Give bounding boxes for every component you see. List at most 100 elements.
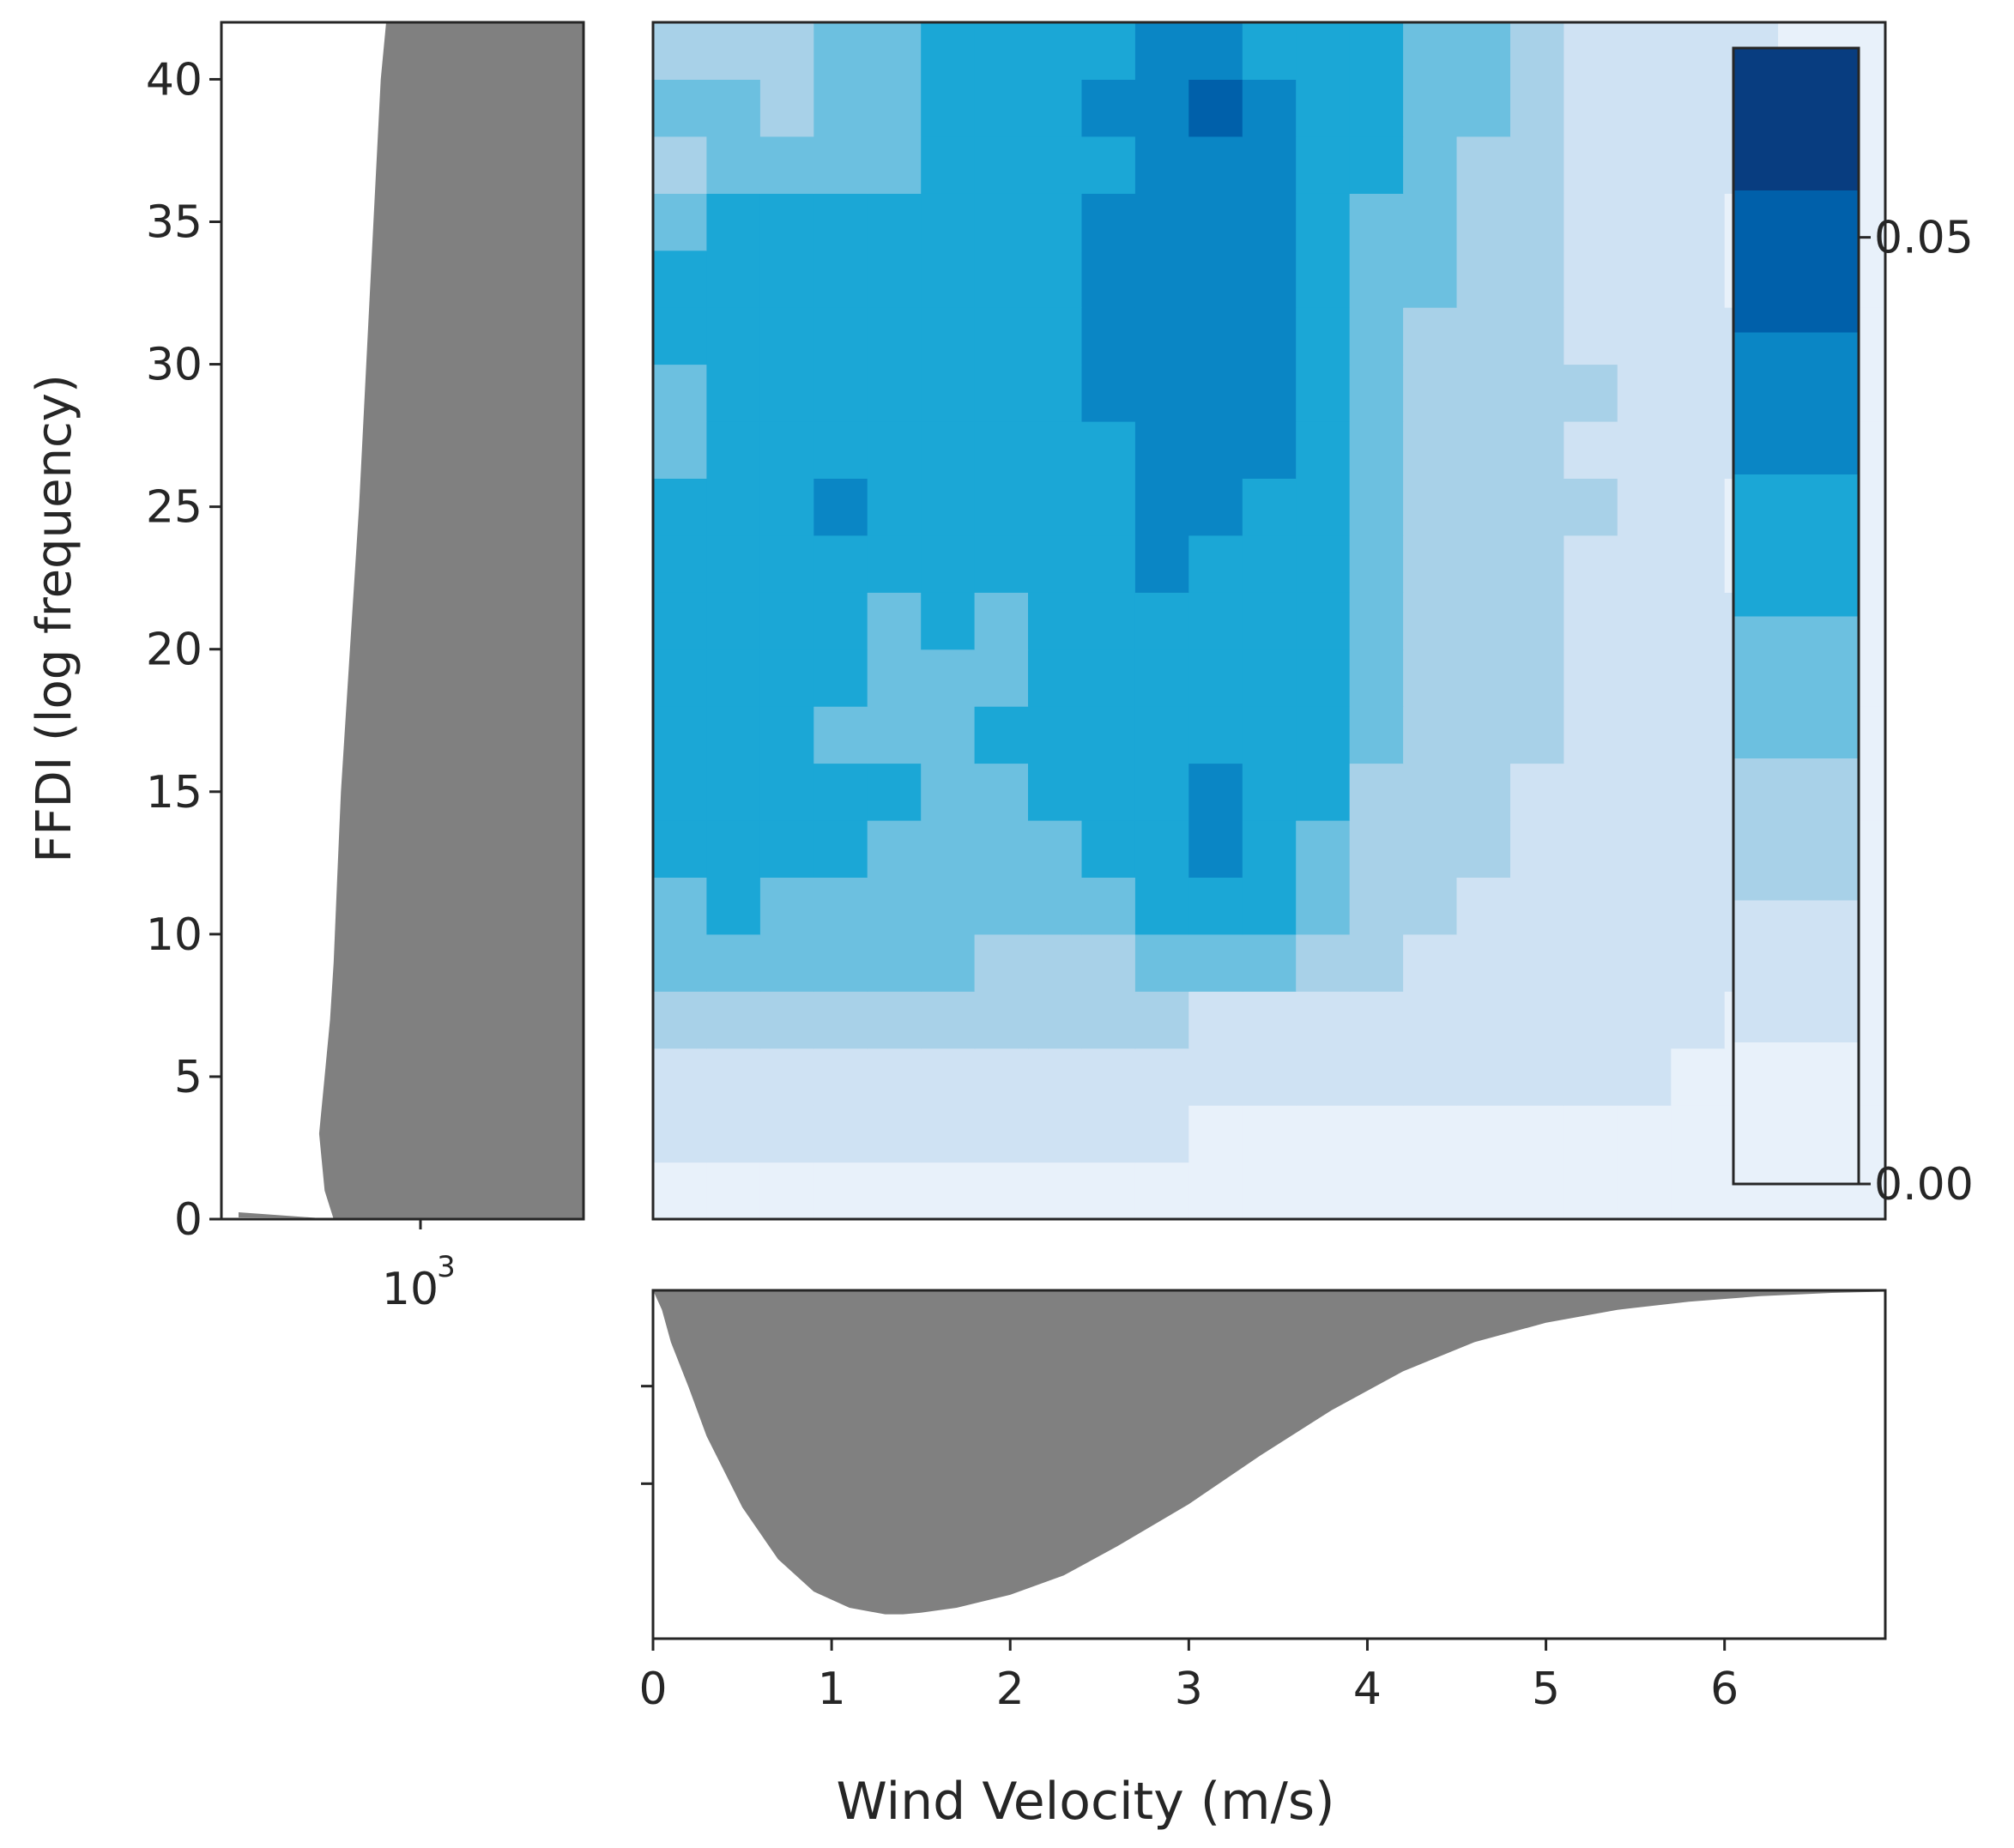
heatmap-cell [1349,307,1404,365]
heatmap-cell [867,592,922,650]
heatmap-cell [1617,534,1672,593]
heatmap-cell [1671,478,1726,536]
heatmap-cell [1081,193,1136,251]
heatmap-cell [1028,1048,1082,1106]
heatmap-cell [1028,79,1082,137]
heatmap-cell [1134,1048,1189,1106]
heatmap-cell [921,933,976,992]
heatmap-cell [1296,991,1351,1049]
heatmap-cell [759,421,814,479]
heatmap-cell [1349,649,1404,707]
heatmap-cell [1403,1162,1458,1220]
colorbar-swatch [1733,48,1859,190]
heatmap-cell [1134,478,1189,536]
heatmap-cell [1296,592,1351,650]
heatmap-cell [867,1105,922,1163]
heatmap-cell [1296,307,1351,365]
heatmap-cell [1134,250,1189,308]
heatmap-cell [1296,1048,1351,1106]
heatmap-cell [867,22,922,80]
heatmap-cell [921,649,976,707]
heatmap-cell [706,592,761,650]
heatmap-cell [813,592,868,650]
bottom-x-tick-label: 2 [996,1664,1025,1715]
heatmap-cell [974,706,1029,764]
heatmap-cell [1510,933,1564,992]
heatmap-cell [1081,364,1136,422]
heatmap-cell [1296,763,1351,821]
heatmap-cell [1403,991,1458,1049]
heatmap-cell [813,877,868,935]
heatmap-cell [813,79,868,137]
heatmap-cell [1510,1162,1564,1220]
heatmap-cell [1242,478,1297,536]
heatmap-cell [653,991,707,1049]
heatmap-cell [759,1105,814,1163]
heatmap-cell [1188,421,1243,479]
heatmap-cell [1403,307,1458,365]
heatmap-cell [653,933,707,992]
colorbar-swatches [1733,48,1859,1185]
heatmap-cell [974,877,1029,935]
heatmap-cell [921,478,976,536]
heatmap-cell [706,991,761,1049]
heatmap-cell [1456,478,1511,536]
heatmap-cell [653,250,707,308]
heatmap-cell [1028,421,1082,479]
heatmap-cell [1510,421,1564,479]
heatmap-cell [1671,534,1726,593]
heatmap-cell [1081,820,1136,878]
colorbar-swatch [1733,190,1859,333]
heatmap-cell [1456,991,1511,1049]
heatmap-cell [1134,534,1189,593]
heatmap-cell [1296,1162,1351,1220]
heatmap-cell [1617,79,1672,137]
colorbar-tick-label: 0.05 [1874,213,1974,264]
heatmap-cell [1028,706,1082,764]
heatmap-cell [1296,1105,1351,1163]
colorbar-swatch [1733,758,1859,901]
colorbar-swatch [1733,474,1859,617]
heatmap-cell [1296,649,1351,707]
heatmap-cell [1296,478,1351,536]
heatmap-frame [651,21,1887,1221]
heatmap-cell [867,307,922,365]
heatmap-cell [1028,136,1082,194]
heatmap-cell [1349,933,1404,992]
heatmap-cell [1134,763,1189,821]
heatmap-cell [706,933,761,992]
left-y-tick-label: 30 [146,340,203,391]
heatmap-cell [1617,991,1672,1049]
heatmap-cell [921,364,976,422]
heatmap-cell [1081,250,1136,308]
heatmap-cell [1456,1162,1511,1220]
heatmap-cell [1617,22,1672,80]
heatmap-cell [1081,933,1136,992]
heatmap-cell [1617,364,1672,422]
heatmap-cell [1242,991,1297,1049]
heatmap-cell [653,1048,707,1106]
heatmap-cell [1296,22,1351,80]
heatmap-cell [867,706,922,764]
bottom-x-tick-label: 1 [818,1664,846,1715]
heatmap-cell [706,307,761,365]
heatmap-cell [1563,307,1618,365]
heatmap-cell [706,364,761,422]
heatmap-cell [1456,877,1511,935]
heatmap-cell [813,1162,868,1220]
heatmap-cell [974,1048,1029,1106]
heatmap-cell [1510,1048,1564,1106]
heatmap-cell [1188,534,1243,593]
heatmap-cell [921,136,976,194]
heatmap-cell [1671,193,1726,251]
heatmap-cell [706,1162,761,1220]
heatmap-cell [1134,592,1189,650]
heatmap-cell [813,22,868,80]
heatmap-cell [1617,136,1672,194]
heatmap-cell [921,592,976,650]
heatmap-cell [1081,706,1136,764]
heatmap-cell [1296,706,1351,764]
heatmap-panel: 0.00 0.05 [651,21,1974,1221]
heatmap-cell [813,421,868,479]
left-x-tick-label: 10 [382,1264,438,1315]
